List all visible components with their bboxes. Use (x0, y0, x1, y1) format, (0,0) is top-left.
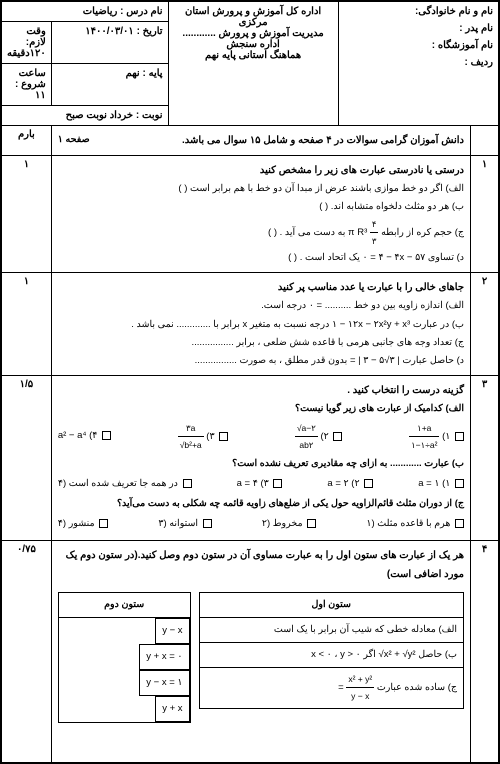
page-number: صفحه ۱ (58, 131, 90, 149)
intro-text: دانش آموزان گرامی سوالات در ۴ صفحه و شام… (182, 135, 464, 146)
q4-col1-header: ستون اول (199, 593, 463, 618)
q3-sub-b: ب) عبارت ............ به ازای چه مقادیری… (58, 455, 464, 473)
q3-sub-c: ج) از دوران مثلث قائم‌الزاویه حول یکی از… (58, 495, 464, 513)
duration-value: ۱۲۰دقیقه (7, 48, 46, 59)
q2-body: جاهای خالی را با عبارت یا عدد مناسب پر ک… (51, 273, 470, 375)
q2-barom: ۱ (2, 273, 52, 375)
q3-opt-c2: مخروط (۲ (262, 515, 316, 533)
q4-col2-3: y − x = ۱ (139, 670, 189, 696)
q1-d: د) تساوی ۰ = ۴ − ۴x − ۵۷ یک اتحاد است . … (58, 249, 464, 267)
q3-opt-b2: a = ۲ (۲ (327, 475, 373, 493)
column-barom-header: بارم (2, 126, 52, 156)
org-line-4: هماهنگ استانی پایه نهم (174, 50, 333, 61)
q1-a: الف) اگر دو خط موازی باشند عرض از مبدا آ… (58, 180, 464, 198)
school-label: نام آموزشگاه : (344, 40, 493, 51)
q3-opt-b1: a = ۱ (۱ (418, 475, 464, 493)
q4-title: هر یک از عبارت های ستون اول را به عبارت … (58, 546, 464, 584)
org-line-3: اداره سنجش (174, 39, 333, 50)
q2-title: جاهای خالی را با عبارت یا عدد مناسب پر ک… (58, 278, 464, 297)
q1-title: درستی یا نادرستی عبارت های زیر را مشخص ک… (58, 161, 464, 180)
q4-col2-4: y + x (155, 696, 189, 722)
q2-a: الف) اندازه زاویه بین دو خط ۰ = ........… (58, 297, 464, 315)
date-label: تاریخ : (137, 26, 163, 37)
q3-opt-a2: ۲) √a−٢ab٢ (295, 420, 343, 453)
q3-sub-a: الف) کدامیک از عبارت های زیر گویا نیست؟ (58, 400, 464, 418)
q3-title: گزینه درست را انتخاب کنید . (58, 381, 464, 400)
q4-body: هر یک از عبارت های ستون اول را به عبارت … (51, 541, 470, 763)
turn-value: خرداد نوبت صبح (66, 110, 133, 121)
q3-opt-c3: استوانه (۳ (158, 515, 211, 533)
row-label: ردیف : (344, 57, 493, 68)
q3-opt-a1: ۱) ١+a١−١÷a² (409, 420, 464, 453)
subject-label: نام درس : (120, 6, 162, 17)
start-value: ۱۱ (35, 90, 46, 101)
org-line-1: اداره کل آموزش و پرورش استان مرکزی (174, 6, 333, 28)
q3-opt-b3: a = ۴ (۳ (237, 475, 283, 493)
q1-number: ۱ (471, 156, 499, 273)
column-radif-header (471, 126, 499, 156)
q4-col2-1: y − x (155, 618, 189, 644)
duration-label: وقت لازم: (26, 26, 46, 48)
q1-body: درستی یا نادرستی عبارت های زیر را مشخص ک… (51, 156, 470, 273)
q3-opt-b4: در همه جا تعریف شده است (۴ (58, 475, 192, 493)
q2-d: د) حاصل عبارت = | ۳ − ۵√۳ | بدون قدر مطل… (58, 352, 464, 370)
q4-barom: ۰/۷۵ (2, 541, 52, 763)
q4-col2-header: ستون دوم (58, 593, 190, 618)
q2-b: ب) در عبارت ۱ − ۱۲x − ۲x²y + x³ درجه نسب… (58, 316, 464, 334)
q4-col1-a: الف) معادله خطی که شیب آن برابر با یک اس… (199, 618, 463, 643)
q4-col2-2: y + x = ۰ (139, 644, 189, 670)
q1-barom: ۱ (2, 156, 52, 273)
q3-opt-c1: هرم با قاعده مثلث (۱ (366, 515, 464, 533)
q1-c: ج) حجم کره از رابطه ۴۳ π R³ به دست می آی… (58, 216, 464, 249)
q3-number: ۳ (471, 375, 499, 541)
grade-value: نهم (126, 68, 140, 79)
q3-opt-a3: ۳) ٣a√b²+a (178, 420, 228, 453)
father-name-label: نام پدر : (344, 23, 493, 34)
start-label: ساعت شروع : (15, 68, 46, 90)
q3-opt-c4: منشور (۴ (58, 515, 108, 533)
grade-label: پایه : (142, 68, 162, 79)
subject-value: ریاضیات (83, 6, 118, 17)
org-line-2: مدیریت آموزش و پرورش ............ (174, 28, 333, 39)
q2-number: ۲ (471, 273, 499, 375)
q4-number: ۴ (471, 541, 499, 763)
q3-body: گزینه درست را انتخاب کنید . الف) کدامیک … (51, 375, 470, 541)
q3-barom: ۱/۵ (2, 375, 52, 541)
q4-col1-c: ج) ساده شده عبارت x² + y²y − x = (199, 668, 463, 708)
q1-b: ب) هر دو مثلث دلخواه متشابه اند. ( ) (58, 198, 464, 216)
date-value: ۱۴۰۰/۰۳/۰۱ (85, 26, 134, 37)
q2-c: ج) تعداد وجه های جانبی هرمی با قاعده شش … (58, 334, 464, 352)
turn-label: نوبت : (136, 110, 163, 121)
q3-opt-a4: ۴) a² − a⁴ (58, 427, 111, 445)
family-name-label: نام و نام خانوادگی: (344, 6, 493, 17)
